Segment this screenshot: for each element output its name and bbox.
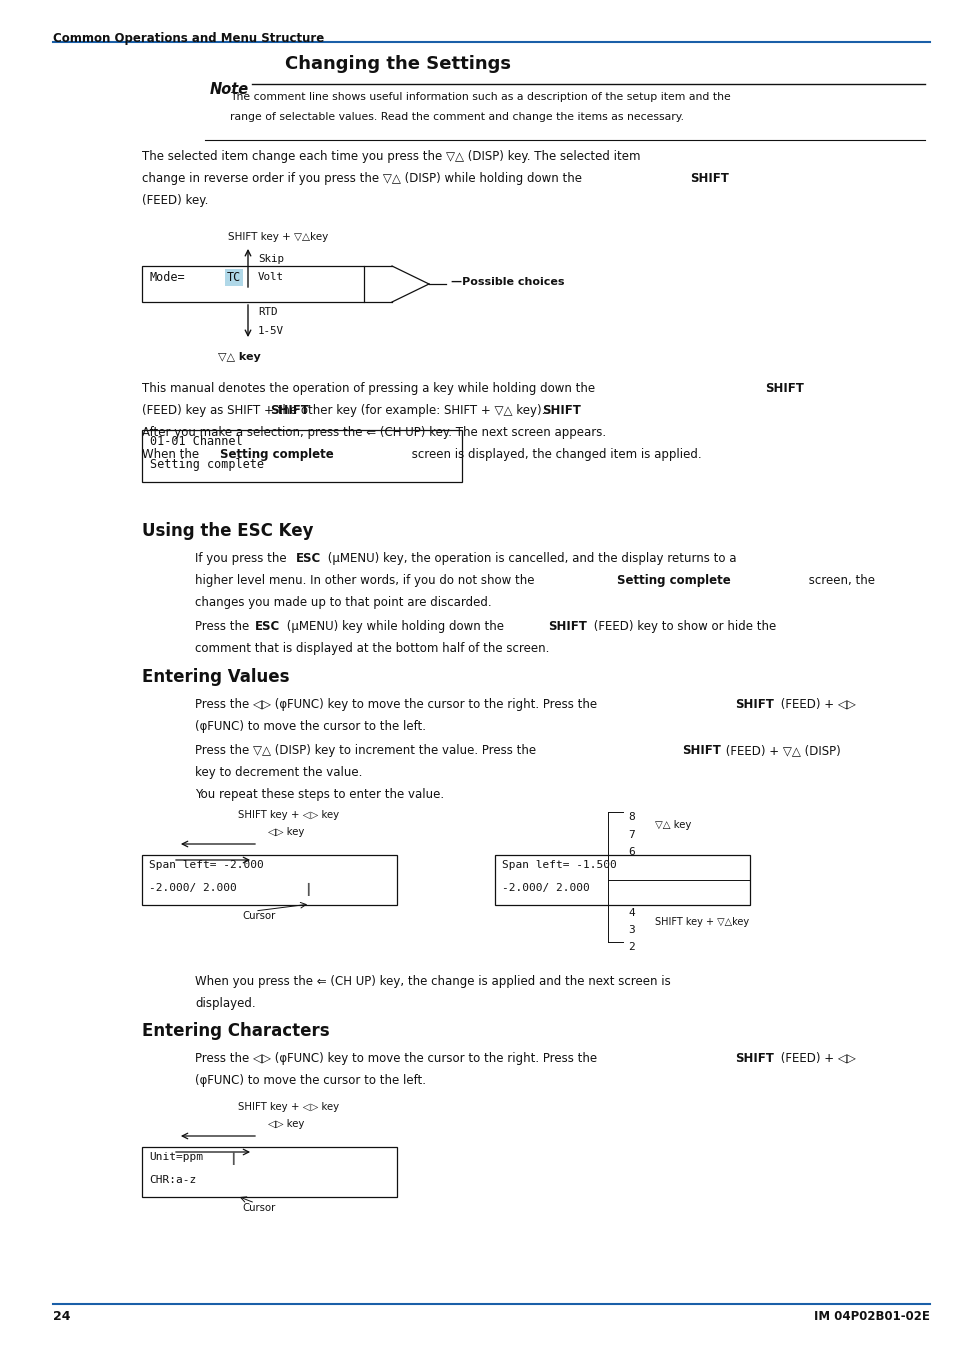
- Text: 7: 7: [627, 830, 634, 840]
- Text: SHIFT key + ▽△key: SHIFT key + ▽△key: [655, 917, 748, 927]
- Text: Span left= -2.000: Span left= -2.000: [149, 860, 263, 869]
- Text: 01-01 Channel: 01-01 Channel: [150, 435, 242, 448]
- Text: (FEED) key.: (FEED) key.: [142, 194, 208, 207]
- Text: (φFUNC) to move the cursor to the left.: (φFUNC) to move the cursor to the left.: [194, 720, 426, 733]
- Text: -2.000/ 2.000: -2.000/ 2.000: [149, 883, 236, 892]
- Text: CHR:a-z: CHR:a-z: [149, 1174, 196, 1185]
- Text: 8: 8: [627, 811, 634, 822]
- Text: key to decrement the value.: key to decrement the value.: [194, 765, 362, 779]
- Text: displayed.: displayed.: [194, 998, 255, 1010]
- Text: screen, the: screen, the: [804, 574, 874, 587]
- Text: screen is displayed, the changed item is applied.: screen is displayed, the changed item is…: [408, 448, 700, 460]
- Text: RTD: RTD: [257, 306, 277, 317]
- Text: Unit=ppm: Unit=ppm: [149, 1152, 203, 1162]
- Text: (φFUNC) to move the cursor to the left.: (φFUNC) to move the cursor to the left.: [194, 1075, 426, 1087]
- Text: comment that is displayed at the bottom half of the screen.: comment that is displayed at the bottom …: [194, 643, 549, 655]
- Text: ▽△ key: ▽△ key: [218, 352, 260, 362]
- Text: Setting complete: Setting complete: [150, 458, 264, 471]
- Text: ◁▷ key: ◁▷ key: [268, 828, 304, 837]
- Text: SHIFT: SHIFT: [734, 698, 773, 711]
- Text: The selected item change each time you press the ▽△ (DISP) key. The selected ite: The selected item change each time you p…: [142, 150, 639, 163]
- Text: This manual denotes the operation of pressing a key while holding down the: This manual denotes the operation of pre…: [142, 382, 598, 396]
- Text: SHIFT: SHIFT: [689, 171, 728, 185]
- Text: ◁▷ key: ◁▷ key: [268, 1119, 304, 1129]
- Text: SHIFT: SHIFT: [734, 1052, 773, 1065]
- Text: Span left= -1.500: Span left= -1.500: [501, 860, 616, 869]
- Text: Setting complete: Setting complete: [617, 574, 730, 587]
- Text: SHIFT: SHIFT: [270, 404, 309, 417]
- Text: SHIFT: SHIFT: [547, 620, 586, 633]
- Text: The comment line shows useful information such as a description of the setup ite: The comment line shows useful informatio…: [230, 92, 730, 103]
- Text: Using the ESC Key: Using the ESC Key: [142, 522, 314, 540]
- FancyBboxPatch shape: [142, 855, 396, 904]
- FancyBboxPatch shape: [495, 855, 749, 904]
- Text: —Possible choices: —Possible choices: [451, 277, 564, 288]
- Text: (FEED) + ◁▷: (FEED) + ◁▷: [776, 698, 855, 711]
- Text: Press the ◁▷ (φFUNC) key to move the cursor to the right. Press the: Press the ◁▷ (φFUNC) key to move the cur…: [194, 1052, 600, 1065]
- Text: Cursor: Cursor: [242, 1203, 275, 1214]
- Text: (FEED) + ▽△ (DISP): (FEED) + ▽△ (DISP): [721, 744, 840, 757]
- FancyBboxPatch shape: [142, 266, 364, 302]
- Text: ▎: ▎: [232, 1152, 238, 1165]
- Text: After you make a selection, press the ⇐ (CH UP) key. The next screen appears.: After you make a selection, press the ⇐ …: [142, 427, 605, 439]
- Text: changes you made up to that point are discarded.: changes you made up to that point are di…: [194, 595, 491, 609]
- Text: Volt: Volt: [257, 271, 284, 282]
- Text: TC: TC: [227, 271, 241, 284]
- Text: Press the ▽△ (DISP) key to increment the value. Press the: Press the ▽△ (DISP) key to increment the…: [194, 744, 539, 757]
- Text: Changing the Settings: Changing the Settings: [285, 55, 511, 73]
- Text: ▎: ▎: [307, 883, 314, 896]
- Text: Setting complete: Setting complete: [220, 448, 334, 460]
- Text: -2.000/ 2.000: -2.000/ 2.000: [501, 883, 589, 892]
- Text: range of selectable values. Read the comment and change the items as necessary.: range of selectable values. Read the com…: [230, 112, 683, 122]
- FancyBboxPatch shape: [142, 1148, 396, 1197]
- Text: change in reverse order if you press the ▽△ (DISP) while holding down the: change in reverse order if you press the…: [142, 171, 585, 185]
- Text: SHIFT: SHIFT: [681, 744, 720, 757]
- Text: higher level menu. In other words, if you do not show the: higher level menu. In other words, if yo…: [194, 574, 537, 587]
- Text: Entering Values: Entering Values: [142, 668, 289, 686]
- Text: Press the: Press the: [194, 620, 253, 633]
- Text: Skip: Skip: [257, 254, 284, 265]
- Text: SHIFT key + ◁▷ key: SHIFT key + ◁▷ key: [237, 1102, 338, 1112]
- Text: ▽△ key: ▽△ key: [655, 819, 691, 830]
- Text: (FEED) + ◁▷: (FEED) + ◁▷: [776, 1052, 855, 1065]
- Text: (FEED) key to show or hide the: (FEED) key to show or hide the: [589, 620, 776, 633]
- Text: Entering Characters: Entering Characters: [142, 1022, 330, 1040]
- Text: SHIFT key + ▽△key: SHIFT key + ▽△key: [228, 232, 328, 242]
- Text: If you press the: If you press the: [194, 552, 290, 566]
- Text: Mode=: Mode=: [149, 271, 185, 284]
- Text: ESC: ESC: [295, 552, 321, 566]
- Text: SHIFT: SHIFT: [541, 404, 580, 417]
- Text: (μMENU) key while holding down the: (μMENU) key while holding down the: [283, 620, 507, 633]
- Text: ESC: ESC: [254, 620, 280, 633]
- Text: 1-5V: 1-5V: [257, 325, 284, 336]
- Text: When the: When the: [142, 448, 203, 460]
- Text: 24: 24: [53, 1310, 71, 1323]
- Text: 2: 2: [627, 942, 634, 952]
- Text: When you press the ⇐ (CH UP) key, the change is applied and the next screen is: When you press the ⇐ (CH UP) key, the ch…: [194, 975, 670, 988]
- Text: SHIFT: SHIFT: [764, 382, 803, 396]
- FancyBboxPatch shape: [142, 431, 461, 482]
- Text: Cursor: Cursor: [242, 911, 275, 921]
- Text: 6: 6: [627, 846, 634, 857]
- Text: 3: 3: [627, 925, 634, 936]
- Text: (FEED) key as SHIFT + the other key (for example: SHIFT + ▽△ key).: (FEED) key as SHIFT + the other key (for…: [142, 404, 545, 417]
- Text: IM 04P02B01-02E: IM 04P02B01-02E: [813, 1310, 929, 1323]
- Text: (μMENU) key, the operation is cancelled, and the display returns to a: (μMENU) key, the operation is cancelled,…: [324, 552, 736, 566]
- Text: Note: Note: [210, 82, 249, 97]
- Text: You repeat these steps to enter the value.: You repeat these steps to enter the valu…: [194, 788, 444, 801]
- Text: Common Operations and Menu Structure: Common Operations and Menu Structure: [53, 32, 324, 45]
- Text: Press the ◁▷ (φFUNC) key to move the cursor to the right. Press the: Press the ◁▷ (φFUNC) key to move the cur…: [194, 698, 600, 711]
- Text: SHIFT key + ◁▷ key: SHIFT key + ◁▷ key: [237, 810, 338, 819]
- Text: 4: 4: [627, 909, 634, 918]
